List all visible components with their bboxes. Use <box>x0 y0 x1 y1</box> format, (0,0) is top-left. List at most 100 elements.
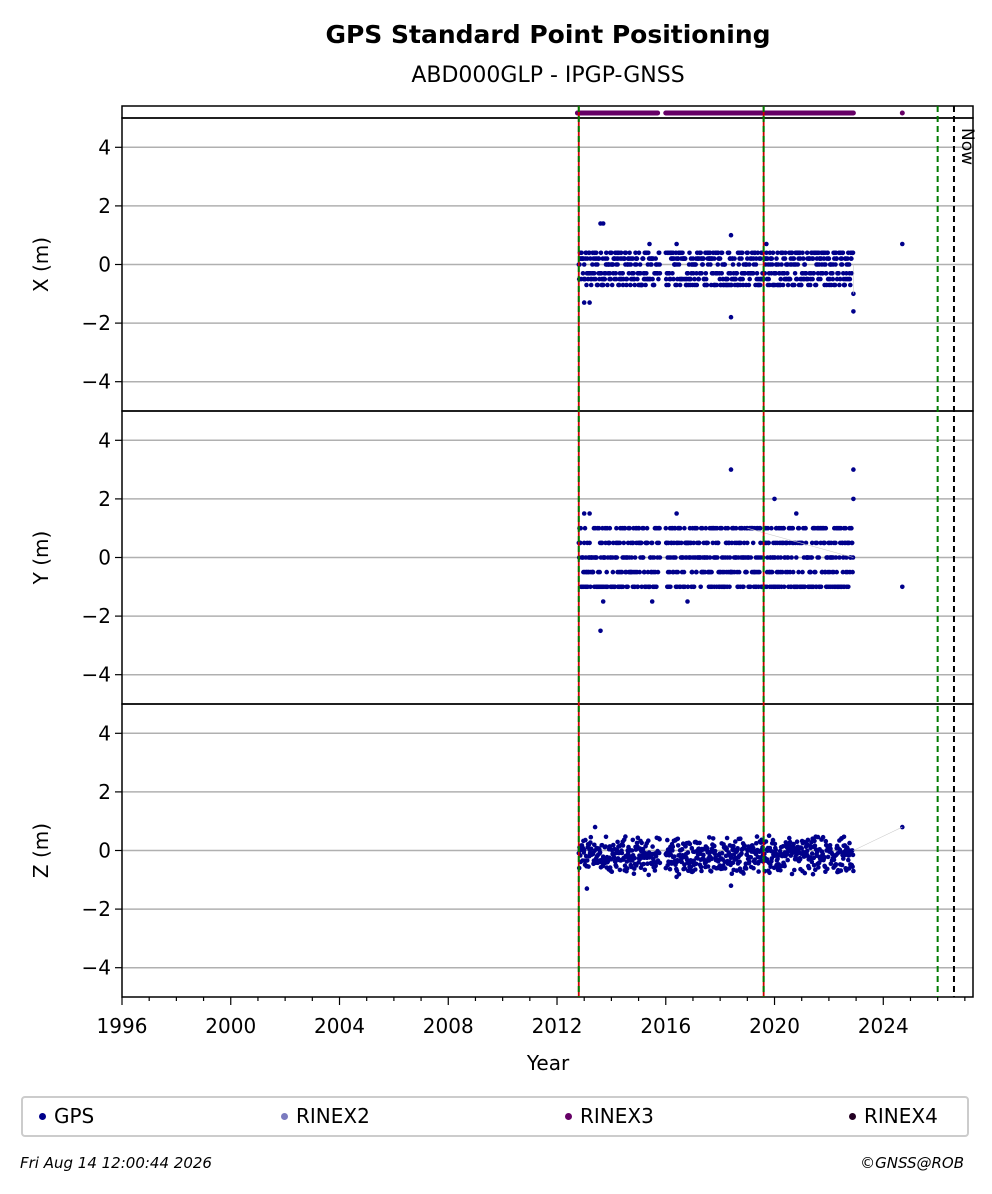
data-point <box>657 555 663 560</box>
data-point <box>794 276 800 282</box>
data-point <box>667 866 673 872</box>
data-point <box>851 467 856 472</box>
data-point <box>614 864 619 869</box>
data-point <box>633 250 638 256</box>
data-point <box>685 584 691 590</box>
data-point <box>757 525 763 531</box>
data-point <box>800 250 805 256</box>
data-point <box>849 848 855 853</box>
data-point <box>639 540 644 546</box>
data-point <box>796 525 802 531</box>
data-point <box>643 282 648 288</box>
data-point <box>837 282 842 288</box>
data-point <box>754 834 760 839</box>
data-point <box>694 525 700 531</box>
data-point <box>685 850 691 855</box>
x-axis-title: Year <box>526 1051 570 1075</box>
data-point <box>806 865 812 871</box>
data-point <box>766 833 772 838</box>
data-point <box>715 540 721 546</box>
data-point <box>707 835 712 840</box>
data-point <box>693 867 698 872</box>
data-point <box>849 525 854 531</box>
data-point <box>791 841 796 847</box>
data-point <box>639 282 645 288</box>
data-point <box>646 872 651 878</box>
data-point <box>729 282 734 288</box>
data-point <box>778 555 783 560</box>
data-point <box>700 262 705 267</box>
data-point <box>647 241 652 247</box>
data-point <box>823 262 828 267</box>
data-point <box>682 256 688 261</box>
data-point <box>703 525 709 531</box>
data-point <box>809 851 815 856</box>
data-point <box>785 857 790 863</box>
data-point <box>609 282 615 288</box>
data-point <box>627 250 632 256</box>
data-point <box>756 869 761 874</box>
data-point <box>842 282 848 288</box>
data-point <box>735 846 740 851</box>
data-point <box>646 838 651 843</box>
data-point <box>672 854 677 859</box>
data-point <box>596 525 602 531</box>
data-point <box>637 262 643 267</box>
data-point <box>727 555 733 560</box>
data-point <box>822 540 827 546</box>
data-point <box>701 256 706 261</box>
data-point <box>769 262 775 267</box>
data-point <box>785 282 791 288</box>
y-axis-title: Z (m) <box>29 823 53 878</box>
data-point <box>764 250 769 256</box>
data-point <box>621 540 627 546</box>
data-point <box>693 861 699 867</box>
data-point <box>700 525 705 531</box>
gps-series <box>576 221 905 320</box>
data-point <box>732 256 737 261</box>
data-point <box>789 555 794 560</box>
data-point <box>748 584 753 590</box>
data-point <box>688 276 693 282</box>
data-point <box>792 282 797 288</box>
data-point <box>704 282 710 288</box>
data-point <box>743 866 749 871</box>
data-point <box>616 282 622 288</box>
data-point <box>799 540 805 546</box>
data-point <box>781 525 787 531</box>
data-point <box>719 850 725 856</box>
data-point <box>750 540 756 546</box>
data-point <box>823 525 829 531</box>
data-point <box>763 839 769 844</box>
data-point <box>834 256 839 261</box>
data-point <box>691 271 696 276</box>
data-point <box>650 844 655 849</box>
data-point <box>609 869 615 874</box>
data-point <box>645 540 650 546</box>
data-point <box>677 525 683 531</box>
data-point <box>635 276 640 282</box>
data-point <box>825 854 831 860</box>
data-point <box>698 864 704 870</box>
data-point <box>623 250 629 256</box>
data-point <box>582 525 588 531</box>
data-point <box>628 262 634 267</box>
data-point <box>593 250 599 256</box>
data-point <box>698 584 703 590</box>
data-point <box>729 871 735 876</box>
legend-marker <box>281 1112 288 1120</box>
data-point <box>641 525 646 531</box>
data-point <box>775 250 780 256</box>
data-point <box>693 262 698 267</box>
data-point <box>728 314 734 320</box>
y-tick-label: −2 <box>82 897 111 921</box>
data-point <box>699 868 704 874</box>
data-point <box>645 861 650 866</box>
data-point <box>649 262 654 267</box>
x-tick-label: 2024 <box>858 1014 909 1038</box>
data-point <box>748 855 754 860</box>
data-point <box>846 857 851 863</box>
data-point <box>602 276 608 282</box>
data-point <box>604 569 609 575</box>
data-point <box>705 864 711 869</box>
